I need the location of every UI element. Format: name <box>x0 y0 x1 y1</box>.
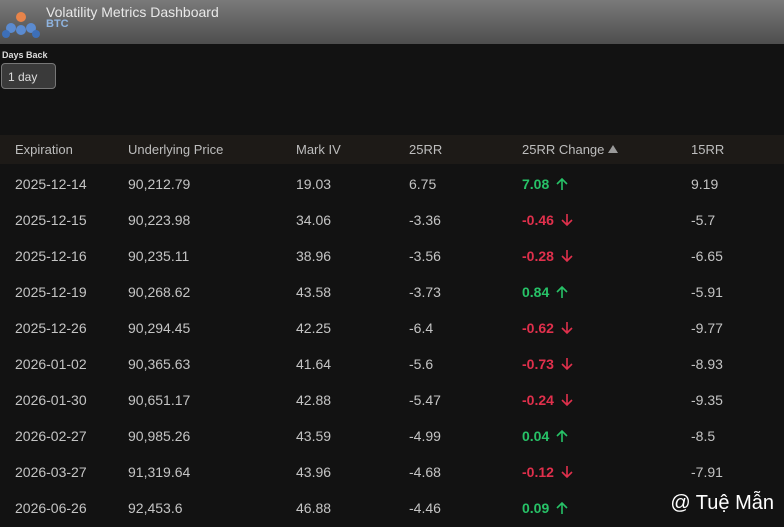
table-cell: 90,294.45 <box>128 320 191 336</box>
table-cell: 90,365.63 <box>128 356 191 372</box>
arrow-up <box>556 501 568 514</box>
rr-change: 0.84 <box>522 284 569 300</box>
table-cell: 41.64 <box>296 356 332 372</box>
table-cell: -9.77 <box>691 320 723 336</box>
table-cell: 43.59 <box>296 428 332 444</box>
table-cell: 2025-12-19 <box>15 284 87 300</box>
rr-change: -0.46 <box>522 212 574 228</box>
column-header[interactable]: 25RR <box>409 142 443 157</box>
table-cell: -6.4 <box>409 320 434 336</box>
rr-change: 7.08 <box>522 176 569 192</box>
table-cell: -3.36 <box>409 212 441 228</box>
table-header <box>0 135 784 164</box>
table-cell: 43.58 <box>296 284 332 300</box>
table-cell: 2026-01-02 <box>15 356 87 372</box>
table-cell: 90,268.62 <box>128 284 191 300</box>
table-cell: 2026-03-27 <box>15 464 87 480</box>
table-cell: 90,223.98 <box>128 212 191 228</box>
arrow-up <box>556 177 568 190</box>
top-bar: Volatility Metrics Dashboard BTC <box>0 0 784 44</box>
table-cell: -4.68 <box>409 464 441 480</box>
days-back-label: Days Back <box>2 50 48 60</box>
column-header[interactable]: 15RR <box>691 142 725 157</box>
table-cell: 9.19 <box>691 176 719 192</box>
title: Volatility Metrics Dashboard <box>46 4 219 20</box>
table-cell: -8.5 <box>691 428 716 444</box>
table-cell: 2025-12-26 <box>15 320 87 336</box>
table-cell: 46.88 <box>296 500 332 516</box>
table-cell: -5.7 <box>691 212 716 228</box>
table-cell: 34.06 <box>296 212 332 228</box>
sort-icon <box>608 145 619 153</box>
subtitle: BTC <box>46 18 69 30</box>
rr-change: -0.24 <box>522 392 574 408</box>
rr-change: 0.04 <box>522 428 569 444</box>
column-header[interactable]: Mark IV <box>296 142 341 157</box>
table-cell: -4.99 <box>409 428 441 444</box>
rr-change: 0.09 <box>522 500 569 516</box>
arrow-down <box>561 214 573 227</box>
table-cell: 2026-02-27 <box>15 428 87 444</box>
column-header[interactable]: Underlying Price <box>128 142 224 157</box>
table-cell: -4.46 <box>409 500 441 516</box>
column-header[interactable]: Expiration <box>15 142 73 157</box>
table-cell: 2026-06-26 <box>15 500 87 516</box>
table-cell: -5.47 <box>409 392 441 408</box>
table-cell: 90,985.26 <box>128 428 191 444</box>
table-cell: -5.91 <box>691 284 723 300</box>
arrow-down <box>561 394 573 407</box>
table-cell: 19.03 <box>296 176 332 192</box>
arrow-down <box>561 250 573 263</box>
table-cell: 2025-12-14 <box>15 176 87 192</box>
arrow-down <box>561 466 573 479</box>
arrow-down <box>561 322 573 335</box>
table-cell: 91,319.64 <box>128 464 191 480</box>
table-cell: 43.96 <box>296 464 332 480</box>
table-cell: 2025-12-15 <box>15 212 87 228</box>
table-cell: -7.91 <box>691 464 723 480</box>
table-cell: 92,453.6 <box>128 500 183 516</box>
watermark: @ Tuệ Mẫn <box>670 492 774 514</box>
table-cell: 38.96 <box>296 248 332 264</box>
table-cell: -9.35 <box>691 392 723 408</box>
table-cell: -5.6 <box>409 356 434 372</box>
arrow-down <box>561 358 573 371</box>
rr-change: -0.28 <box>522 248 574 264</box>
table-cell: 42.25 <box>296 320 332 336</box>
rr-change: -0.62 <box>522 320 574 336</box>
table-cell: -8.93 <box>691 356 723 372</box>
table-cell: -3.56 <box>409 248 441 264</box>
arrow-up <box>556 285 568 298</box>
table-cell: 90,651.17 <box>128 392 191 408</box>
table-cell: 6.75 <box>409 176 437 192</box>
rr-change: -0.12 <box>522 464 574 480</box>
rr-change: -0.73 <box>522 356 574 372</box>
table-cell: 2025-12-16 <box>15 248 87 264</box>
table-cell: -6.65 <box>691 248 723 264</box>
days-back-select[interactable]: 1 day <box>1 63 56 89</box>
table-cell: 90,212.79 <box>128 176 191 192</box>
table-cell: 42.88 <box>296 392 332 408</box>
table-cell: 90,235.11 <box>128 248 190 264</box>
arrow-up <box>556 429 568 442</box>
column-header[interactable]: 25RR Change <box>522 142 619 157</box>
logo <box>2 12 40 38</box>
table-cell: -3.73 <box>409 284 441 300</box>
table-cell: 2026-01-30 <box>15 392 87 408</box>
